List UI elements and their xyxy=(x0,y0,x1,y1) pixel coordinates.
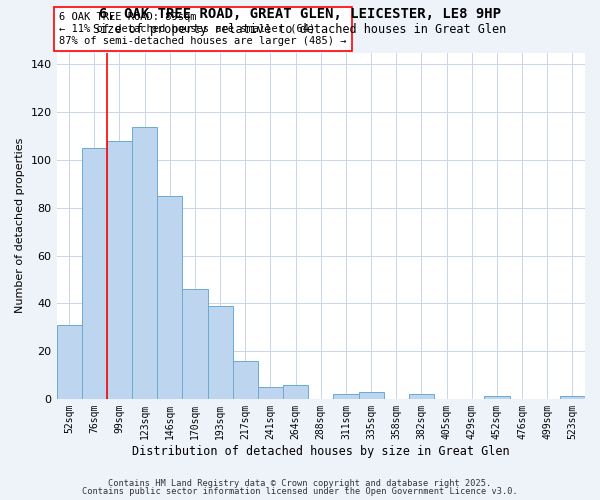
Bar xyxy=(484,396,509,399)
Bar xyxy=(258,387,283,399)
Bar xyxy=(82,148,107,399)
Bar xyxy=(283,384,308,399)
Bar xyxy=(208,306,233,399)
Bar xyxy=(359,392,383,399)
Bar xyxy=(560,396,585,399)
Text: Contains public sector information licensed under the Open Government Licence v3: Contains public sector information licen… xyxy=(82,487,518,496)
Bar xyxy=(182,289,208,399)
Text: 6 OAK TREE ROAD: 89sqm
← 11% of detached houses are smaller (64)
87% of semi-det: 6 OAK TREE ROAD: 89sqm ← 11% of detached… xyxy=(59,12,347,46)
Bar xyxy=(334,394,359,399)
Bar xyxy=(409,394,434,399)
Bar xyxy=(107,141,132,399)
Bar xyxy=(132,126,157,399)
Bar xyxy=(56,325,82,399)
Bar xyxy=(157,196,182,399)
Y-axis label: Number of detached properties: Number of detached properties xyxy=(15,138,25,314)
Text: 6, OAK TREE ROAD, GREAT GLEN, LEICESTER, LE8 9HP: 6, OAK TREE ROAD, GREAT GLEN, LEICESTER,… xyxy=(99,8,501,22)
X-axis label: Distribution of detached houses by size in Great Glen: Distribution of detached houses by size … xyxy=(132,444,509,458)
Text: Contains HM Land Registry data © Crown copyright and database right 2025.: Contains HM Land Registry data © Crown c… xyxy=(109,478,491,488)
Bar xyxy=(233,360,258,399)
Text: Size of property relative to detached houses in Great Glen: Size of property relative to detached ho… xyxy=(94,22,506,36)
